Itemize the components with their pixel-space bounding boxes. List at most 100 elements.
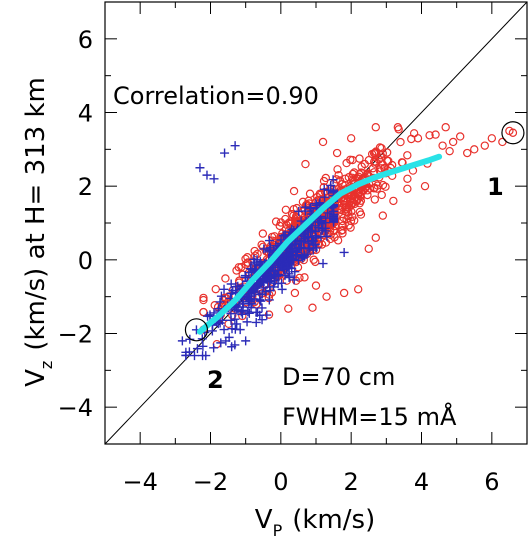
plus-point [230,340,240,350]
plus-point [293,255,303,265]
plus-point [290,239,300,249]
plus-point [339,247,349,257]
circle-point [403,184,412,193]
circle-point [378,211,388,220]
plus-point [261,274,271,284]
circle-point [291,212,301,221]
correlation-annotation: Correlation=0.90 [113,82,319,110]
plus-point [264,247,274,257]
plus-point [240,272,250,282]
circle-point [338,225,347,235]
series-plus-2 [181,175,339,361]
circle-point [344,211,353,221]
plus-point [329,202,339,212]
plus-point [209,343,219,353]
circle-point [371,123,380,132]
circle-point [420,181,430,191]
x-tick-label: 2 [344,468,359,496]
plus-point [247,264,257,274]
circle-point [350,216,359,225]
y-tick-label: 0 [78,247,93,275]
circle-point [354,190,364,199]
circle-point [321,173,330,183]
x-axis-label-sub: P [273,521,283,540]
circle-point [448,137,458,147]
highlight-ring-1 [501,121,525,145]
circle-point [338,221,347,230]
plus-point [216,338,226,348]
plus-point [326,180,336,190]
circle-point [346,134,356,143]
circle-point [355,191,365,201]
plus-point [249,286,259,296]
circle-point [300,273,309,282]
plus-point [310,221,320,231]
plus-point [306,203,316,213]
circle-point [508,128,518,137]
plus-point [247,285,257,295]
plus-point [220,148,230,158]
circle-point [333,236,343,245]
circle-point [372,184,382,193]
x-tick-label: −2 [193,468,228,496]
circle-point [344,221,353,230]
plus-point [232,319,242,329]
plus-point [278,258,288,268]
circle-point [343,207,353,217]
plus-point [177,336,187,346]
plus-point [189,351,199,361]
plus-point [201,351,211,361]
circle-point [289,204,298,214]
plus-point [231,305,241,315]
plus-point [316,216,326,226]
circle-point [318,137,328,147]
plus-point [323,208,333,218]
circle-point [371,233,380,242]
circle-point [355,207,365,217]
x-tick-label: 4 [414,468,429,496]
plus-point [256,296,266,306]
plus-point [259,283,269,293]
circle-point [438,141,447,150]
plus-point [318,259,328,269]
plus-point [280,230,290,240]
circle-point [368,164,378,173]
y-axis-label-main: V [21,369,51,387]
plus-point [265,286,275,296]
circle-point [348,175,358,185]
circle-point [425,131,434,140]
plus-point [320,192,330,202]
plus-point [226,315,236,325]
circle-point [284,304,293,313]
plus-point [241,336,251,346]
plus-point [216,291,226,301]
plus-point [274,271,284,281]
plus-point [243,307,253,317]
circle-point [396,137,405,147]
plus-point [184,347,194,357]
circle-point [258,229,268,238]
plus-point [329,185,339,195]
circle-point [470,145,479,154]
plus-point [294,243,304,253]
circle-point [321,193,331,203]
circle-point [463,148,472,158]
circle-point [271,217,281,226]
circle-point [413,134,423,143]
circle-point [376,164,386,173]
plus-point [221,336,231,346]
circle-point [403,151,412,160]
y-tick-label: −4 [58,394,93,422]
plus-point [257,303,267,313]
circle-point [355,154,364,163]
plus-point [230,314,240,324]
plus-point [298,237,308,247]
circle-point [322,292,331,301]
plot-marks [105,2,527,444]
plus-point [252,255,262,265]
circle-point [237,262,246,272]
circle-point [339,288,349,298]
circle-point [370,159,380,168]
fwhm-unit: mÅ [417,402,457,431]
